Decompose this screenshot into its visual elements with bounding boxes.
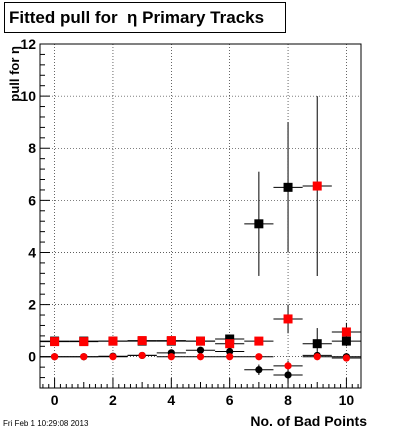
data-point-circle <box>284 371 292 379</box>
y-tick-label: 0 <box>28 349 36 365</box>
data-point-square <box>225 334 235 344</box>
x-tick-label: 10 <box>339 392 355 408</box>
data-point-square <box>196 336 205 346</box>
data-point-square <box>341 327 351 337</box>
data-point-square <box>254 336 264 346</box>
data-point-square <box>283 182 293 192</box>
data-layer <box>40 96 361 383</box>
data-point-circle <box>284 362 292 370</box>
x-tick-label: 4 <box>167 392 175 408</box>
timestamp: Fri Feb 1 10:29:08 2013 <box>3 419 89 428</box>
y-tick-label: 10 <box>20 88 36 104</box>
data-point-circle <box>109 353 117 361</box>
data-point-circle <box>50 353 59 361</box>
data-point-circle <box>138 351 146 360</box>
x-tick-label: 6 <box>226 392 234 408</box>
title-box: Fitted pull for η Primary Tracks <box>4 2 286 33</box>
data-point-square <box>254 219 264 229</box>
data-point-square <box>312 339 322 349</box>
data-point-square <box>312 181 322 191</box>
chart-title: Fitted pull for η Primary Tracks <box>9 7 265 27</box>
data-point-circle <box>196 353 205 361</box>
data-point-circle <box>255 366 263 374</box>
data-point-circle <box>342 354 351 362</box>
grid-layer <box>40 43 361 388</box>
plot-frame <box>39 43 362 389</box>
y-tick-label: 6 <box>28 192 36 208</box>
x-tick-label: 0 <box>51 392 59 408</box>
data-point-square <box>108 336 118 346</box>
data-point-circle <box>167 353 175 361</box>
y-tick-label: 2 <box>28 297 36 313</box>
x-tick-label: 8 <box>284 392 292 408</box>
y-axis-title: pull for η <box>7 46 22 102</box>
data-point-circle <box>80 353 88 361</box>
axis-layer: 0 2 4 6 8 10 0 2 4 6 8 10 12 <box>20 36 359 408</box>
y-tick-label: 4 <box>28 244 36 260</box>
data-point-square <box>79 337 89 347</box>
data-point-circle <box>196 346 205 354</box>
data-point-square <box>225 339 235 349</box>
x-axis-title: No. of Bad Points <box>250 413 367 429</box>
data-point-square <box>50 337 60 347</box>
data-point-square <box>283 314 293 324</box>
data-point-circle <box>313 353 321 361</box>
data-point-square <box>166 336 176 346</box>
y-tick-label: 8 <box>28 140 36 156</box>
data-point-circle <box>255 353 263 361</box>
data-point-square <box>137 336 147 346</box>
data-point-circle <box>226 353 234 361</box>
y-tick-label: 12 <box>20 36 36 52</box>
x-tick-label: 2 <box>109 392 117 408</box>
data-point-circle <box>226 347 234 356</box>
